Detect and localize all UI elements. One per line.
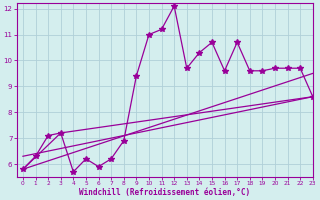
X-axis label: Windchill (Refroidissement éolien,°C): Windchill (Refroidissement éolien,°C) <box>79 188 250 197</box>
